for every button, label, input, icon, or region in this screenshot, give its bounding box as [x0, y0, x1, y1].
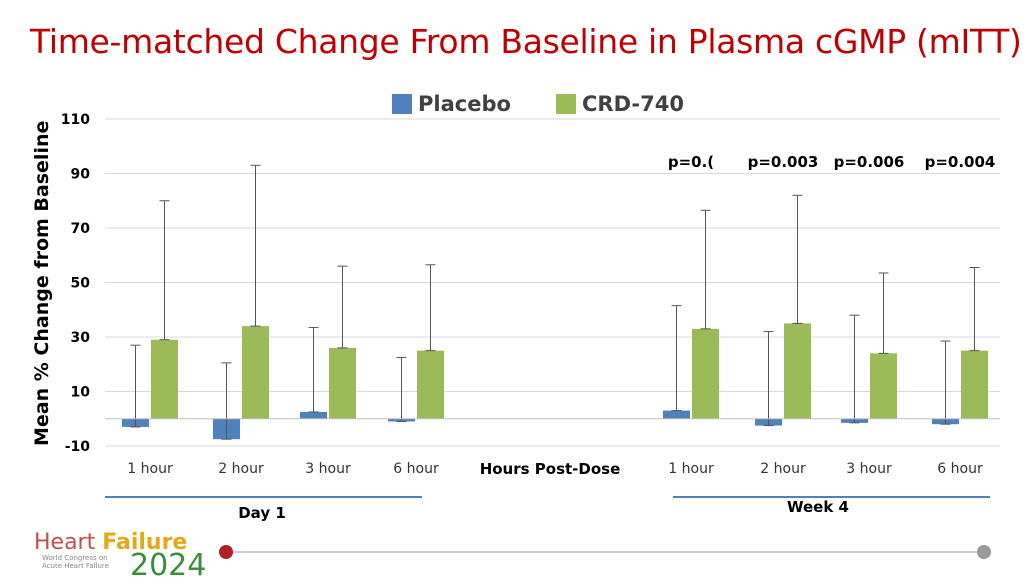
crd740-bar — [417, 350, 444, 419]
x-tick-label: 3 hour — [305, 461, 351, 477]
crd740-bar — [961, 350, 988, 419]
legend-crd740-label: CRD-740 — [582, 92, 684, 116]
crd740-bar — [151, 339, 178, 419]
x-tick-label: 1 hour — [127, 461, 173, 477]
y-tick-label: -10 — [65, 439, 91, 455]
heart-failure-logo: Heart Failure World Congress on Acute Hea… — [34, 530, 207, 583]
y-tick-label: 30 — [71, 330, 91, 346]
footer-start-dot — [219, 545, 233, 559]
y-tick-label: 110 — [61, 112, 90, 128]
crd740-bar — [242, 326, 269, 419]
y-tick-label: 70 — [71, 221, 91, 237]
legend-crd740-swatch — [556, 94, 576, 114]
chart-title: Time-matched Change From Baseline in Pla… — [30, 22, 1022, 61]
legend-placebo-label: Placebo — [418, 92, 511, 116]
x-tick-label: 2 hour — [218, 461, 264, 477]
footer-end-dot — [977, 545, 991, 559]
legend-placebo-swatch — [392, 94, 412, 114]
x-tick-label: 6 hour — [393, 461, 439, 477]
crd740-bar — [692, 328, 719, 419]
p-value-annotation: p=0.003 — [748, 153, 819, 171]
group-label: Day 1 — [238, 504, 286, 522]
crd740-bar — [870, 353, 897, 419]
y-tick-label: 10 — [71, 385, 91, 401]
crd740-bar — [329, 347, 356, 419]
y-tick-label: 50 — [71, 276, 91, 292]
crd740-bar — [784, 323, 811, 419]
group-label: Week 4 — [787, 498, 849, 516]
x-tick-label: 2 hour — [760, 461, 806, 477]
placebo-bar — [663, 410, 690, 419]
legend-placebo: Placebo — [392, 92, 511, 116]
p-value-annotation: p=0.004 — [925, 153, 996, 171]
p-value-annotation: p=0.006 — [834, 153, 905, 171]
y-tick-label: 90 — [71, 167, 91, 183]
x-axis-label: Hours Post-Dose — [480, 460, 621, 478]
p-value-annotation: p=0.( — [668, 153, 714, 171]
placebo-bar — [300, 411, 327, 419]
x-tick-label: 6 hour — [937, 461, 983, 477]
x-tick-label: 1 hour — [668, 461, 714, 477]
x-tick-label: 3 hour — [846, 461, 892, 477]
legend-crd740: CRD-740 — [556, 92, 684, 116]
